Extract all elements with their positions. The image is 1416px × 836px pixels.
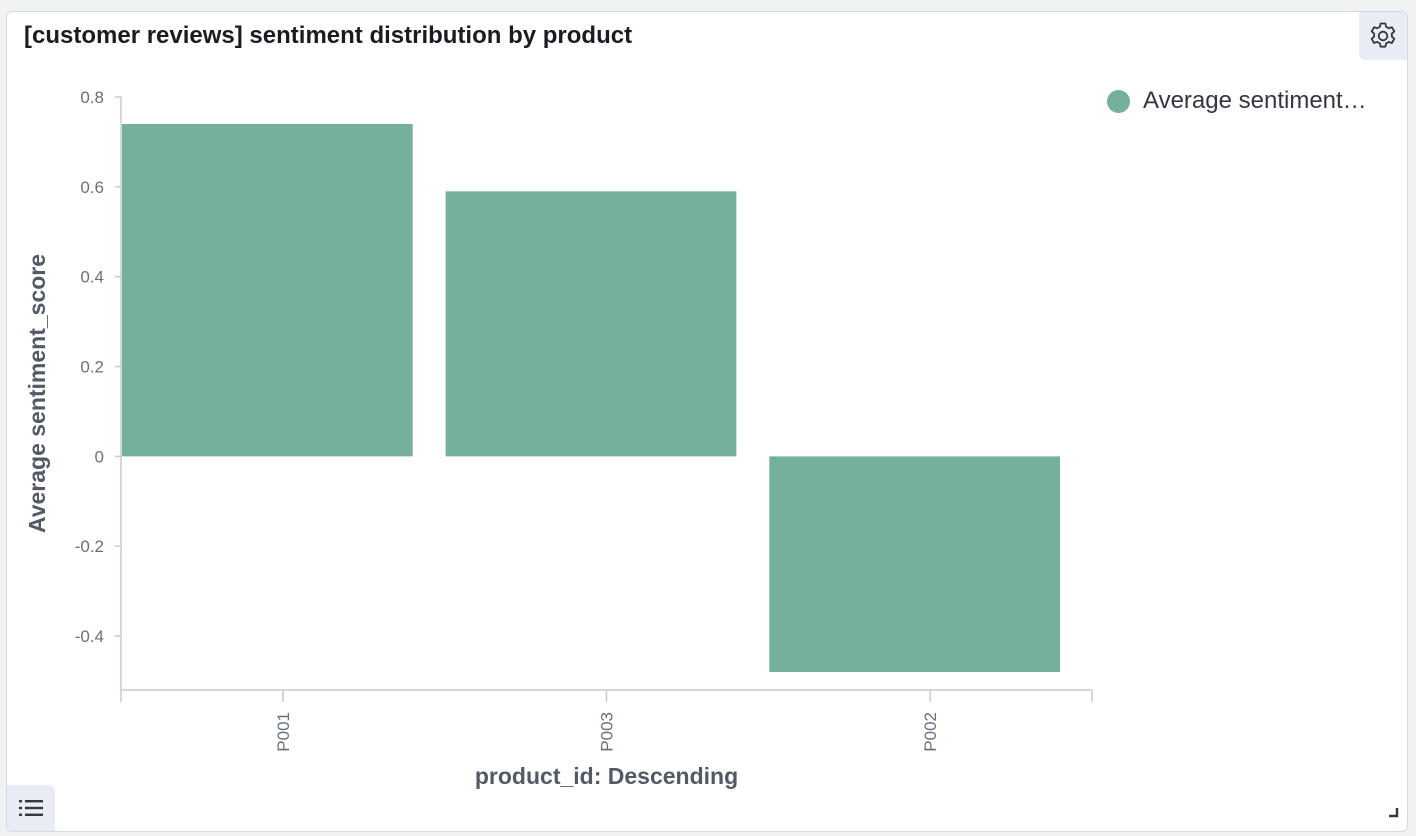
legend-swatch bbox=[1107, 89, 1130, 113]
bar-chart: 0.8 0.6 0.4 0.2 0 -0.2 -0.4 Average sentiment_s… bbox=[24, 88, 1093, 789]
resize-corner-icon bbox=[1389, 808, 1399, 818]
gear-icon bbox=[1370, 22, 1396, 48]
y-tick-label: 0 bbox=[95, 447, 104, 466]
x-tick-label: P002 bbox=[921, 712, 940, 752]
legend-item[interactable]: Average sentiment… bbox=[1107, 87, 1367, 115]
y-tick-label: -0.4 bbox=[75, 627, 104, 646]
x-tick-label: P001 bbox=[274, 712, 293, 752]
y-tick-label: 0.8 bbox=[80, 88, 104, 107]
y-tick-label: 0.4 bbox=[80, 268, 104, 287]
y-tick-label: 0.2 bbox=[80, 358, 104, 377]
legend-toggle-button[interactable] bbox=[7, 785, 55, 831]
panel-title: [customer reviews] sentiment distributio… bbox=[24, 22, 633, 49]
bar-p001 bbox=[122, 123, 413, 457]
x-tick-label: P003 bbox=[598, 712, 617, 752]
resize-handle[interactable] bbox=[1387, 805, 1399, 823]
bar-p002 bbox=[769, 456, 1060, 673]
list-icon bbox=[19, 800, 43, 816]
y-axis-title: Average sentiment_score bbox=[24, 254, 50, 533]
x-axis-title: product_id: Descending bbox=[475, 763, 738, 789]
legend-label: Average sentiment… bbox=[1143, 87, 1367, 114]
bar-p003 bbox=[445, 191, 737, 457]
panel-settings-button[interactable] bbox=[1359, 12, 1407, 60]
y-tick-label: -0.2 bbox=[75, 537, 104, 556]
y-tick-label: 0.6 bbox=[80, 178, 104, 197]
visualization-panel: [customer reviews] sentiment distributio… bbox=[6, 11, 1408, 832]
